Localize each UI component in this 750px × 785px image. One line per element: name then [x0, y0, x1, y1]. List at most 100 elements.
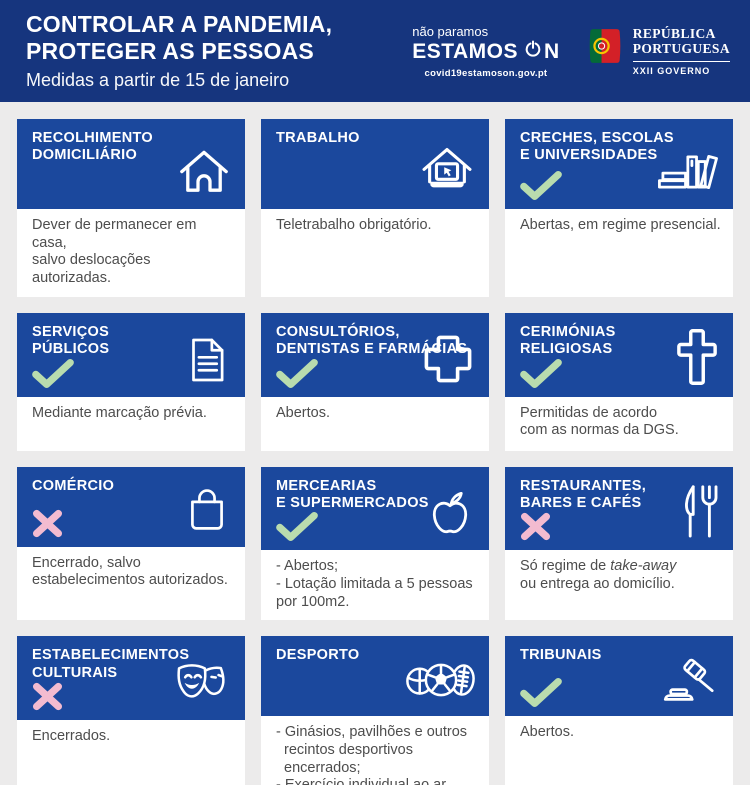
body-line: recintos desportivos encerrados; [284, 742, 413, 776]
card-body: - Abertos; - Lotação limitada a 5 pessoas… [261, 550, 489, 621]
card-trabalho: TRABALHO Teletrabalho obrigatório. [261, 119, 489, 297]
campaign-brand: ESTAMOS N [412, 40, 559, 64]
cutlery-icon [674, 482, 722, 542]
card-consultorios-dentistas-farmacias: CONSULTÓRIOS, DENTISTAS E FARMÁCIAS Abert… [261, 312, 489, 451]
card-title: CRECHES, ESCOLAS E UNIVERSIDADES [520, 130, 674, 164]
body-line: Abertas, em regime presencial. [520, 217, 721, 233]
estamos-on-logo: não paramos ESTAMOS N covid19estamoson.g… [412, 24, 559, 79]
card-servicos-publicos: SERVIÇOS PÚBLICOS Mediante marcação prévi… [17, 312, 245, 451]
card-creches-escolas-universidades: CRECHES, ESCOLAS E UNIVERSIDADES Abertas,… [505, 119, 733, 297]
theater-masks-icon [170, 656, 234, 712]
body-line: - Abertos; [276, 558, 339, 575]
header: CONTROLAR A PANDEMIA, PROTEGER AS PESSOA… [0, 0, 750, 102]
x-icon [32, 509, 233, 538]
card-header: MERCEARIAS E SUPERMERCADOS [261, 466, 489, 551]
card-header: CERIMÓNIAS RELIGIOSAS [505, 312, 733, 397]
body-line: Encerrados. [32, 728, 111, 745]
x-icon [520, 512, 721, 541]
house-icon [174, 141, 234, 201]
card-mercearias-supermercados: MERCEARIAS E SUPERMERCADOS - Abertos; - Lo… [261, 466, 489, 621]
card-body: Encerrado, salvo estabelecimentos autoriz… [17, 546, 245, 621]
card-title: COMÉRCIO [32, 477, 115, 494]
card-body: Permitidas de acordo com as normas da DGS… [505, 396, 733, 451]
medical-cross-icon [418, 329, 478, 389]
power-icon [524, 39, 542, 64]
card-cerimonias-religiosas: CERIMÓNIAS RELIGIOSAS Permitidas de acord… [505, 312, 733, 451]
card-comercio: COMÉRCIO Encerrado, salvo estabelecimento… [17, 466, 245, 621]
card-header: RECOLHIMENTO DOMICILIÁRIO [17, 119, 245, 209]
card-body: Abertas, em regime presencial. [505, 209, 733, 297]
body-line: - Lotação limitada a 5 pessoas [276, 576, 473, 592]
card-body: Só regime de take-away ou entrega ao domi… [505, 550, 733, 621]
card-estabelecimentos-culturais: ESTABELECIMENTOS CULTURAIS Encerrados. [17, 636, 245, 785]
shopping-bag-icon [180, 481, 234, 539]
page-title-line1: CONTROLAR A PANDEMIA, [26, 11, 333, 38]
body-line: por 100m2. [276, 593, 350, 610]
body-line: ou entrega ao domicílio. [520, 576, 675, 592]
card-header: SERVIÇOS PÚBLICOS [17, 312, 245, 397]
check-icon [520, 358, 721, 388]
card-title: SERVIÇOS PÚBLICOS [32, 323, 110, 358]
body-line: salvo deslocações autorizadas. [32, 252, 151, 287]
card-title: RESTAURANTES, BARES E CAFÉS [520, 477, 647, 511]
telework-house-icon [416, 139, 478, 201]
card-header: COMÉRCIO [17, 466, 245, 547]
card-title: RECOLHIMENTO DOMICILIÁRIO [32, 130, 153, 164]
card-title: CONSULTÓRIOS, DENTISTAS E FARMÁCIAS [276, 323, 468, 358]
brand-text: ESTAMOS [412, 39, 519, 63]
republic-wordmark: REPÚBLICA PORTUGUESA [632, 25, 730, 56]
check-icon [32, 358, 233, 388]
body-line: Dever de permanecer em casa, [32, 217, 197, 251]
campaign-tagline: não paramos [412, 23, 489, 39]
divider [632, 61, 730, 63]
card-body: Teletrabalho obrigatório. [261, 209, 489, 297]
card-title: TRIBUNAIS [520, 647, 602, 664]
card-header: TRABALHO [261, 119, 489, 209]
gavel-icon [656, 654, 722, 708]
card-body: Encerrados. [17, 720, 245, 785]
body-line: Mediante marcação prévia. [32, 404, 207, 421]
card-header: TRIBUNAIS [505, 636, 733, 717]
card-title: TRABALHO [276, 130, 360, 146]
card-header: CONSULTÓRIOS, DENTISTAS E FARMÁCIAS [261, 312, 489, 397]
body-line: - Ginásios, pavilhões e outros [276, 724, 468, 741]
body-line: Teletrabalho obrigatório. [276, 217, 432, 233]
page-subtitle: Medidas a partir de 15 de janeiro [26, 69, 290, 90]
portugal-flag-icon [586, 26, 624, 71]
card-title: DESPORTO [276, 647, 360, 664]
header-titles: CONTROLAR A PANDEMIA, PROTEGER AS PESSOA… [26, 11, 332, 91]
campaign-url: covid19estamoson.gov.pt [424, 67, 548, 79]
check-icon [276, 358, 477, 388]
card-body: Dever de permanecer em casa, salvo desloc… [17, 209, 245, 297]
check-icon [276, 512, 477, 542]
body-line: Permitidas de acordo [520, 404, 658, 421]
apple-icon [422, 484, 478, 542]
body-line: com as normas da DGS. [520, 422, 679, 439]
body-line: Abertos. [276, 404, 330, 421]
card-title: MERCEARIAS E SUPERMERCADOS [276, 477, 429, 511]
page-title-line2: PROTEGER AS PESSOAS [26, 37, 314, 64]
body-line: Abertos. [520, 724, 574, 741]
card-header: RESTAURANTES, BARES E CAFÉS [505, 466, 733, 551]
card-title: ESTABELECIMENTOS CULTURAIS [32, 647, 190, 681]
document-icon [180, 331, 234, 389]
body-line: - Exercício individual ao ar livre; [276, 777, 477, 785]
card-body: Abertos. [261, 396, 489, 451]
header-logos: não paramos ESTAMOS N covid19estamoson.g… [412, 24, 730, 79]
body-line: Só regime de take-away [520, 558, 677, 575]
card-restaurantes-bares-cafes: RESTAURANTES, BARES E CAFÉS Só regime de … [505, 466, 733, 621]
card-desporto: DESPORTO - Ginásios, pavilhões e outros r… [261, 636, 489, 785]
sport-balls-icon [404, 652, 478, 708]
card-header: CRECHES, ESCOLAS E UNIVERSIDADES [505, 119, 733, 209]
card-recolhimento-domiciliario: RECOLHIMENTO DOMICILIÁRIO Dever de perman… [17, 119, 245, 297]
body-line: estabelecimentos autorizados. [32, 572, 228, 589]
page-title: CONTROLAR A PANDEMIA, PROTEGER AS PESSOA… [26, 11, 332, 64]
card-body: Mediante marcação prévia. [17, 396, 245, 451]
card-title: CERIMÓNIAS RELIGIOSAS [520, 323, 616, 358]
card-tribunais: TRIBUNAIS Abertos. [505, 636, 733, 785]
card-header: DESPORTO [261, 636, 489, 717]
republica-portuguesa-logo: REPÚBLICA PORTUGUESA XXII GOVERNO [586, 26, 730, 76]
x-icon [32, 682, 233, 711]
card-body: Abertos. [505, 716, 733, 785]
